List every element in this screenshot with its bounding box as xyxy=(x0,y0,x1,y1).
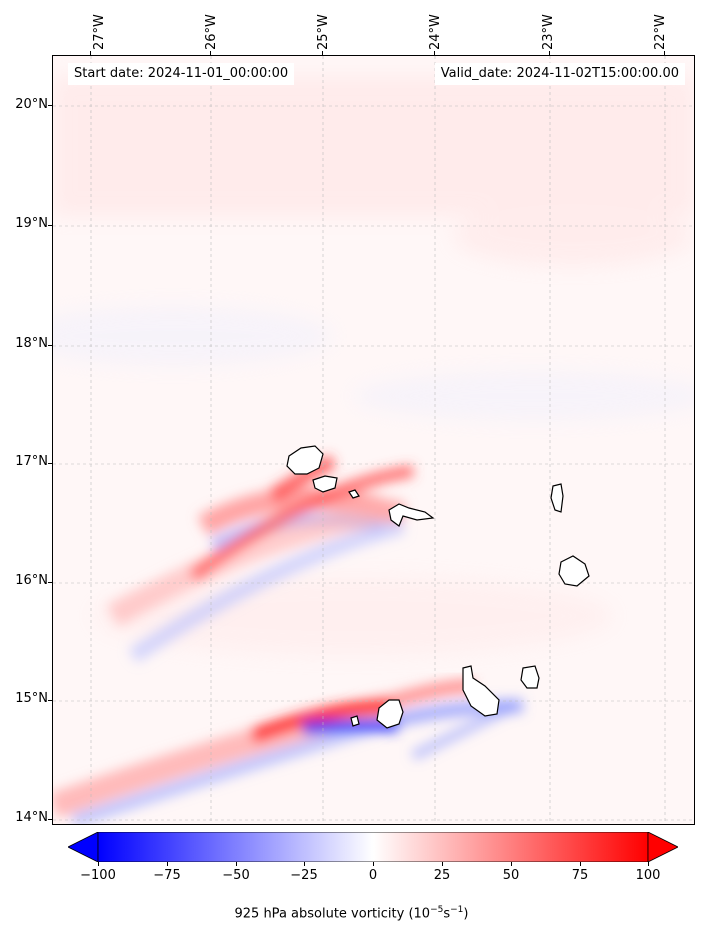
island-coastlines xyxy=(286,445,590,729)
lon-label-26w: 26°W xyxy=(204,14,219,50)
colorbar-tick-75: 75 xyxy=(571,868,589,883)
colorbar-tick-neg50: −50 xyxy=(222,868,250,883)
lat-label-18n: 18°N xyxy=(15,336,48,351)
colorbar-title: 925 hPa absolute vorticity (10−5s−1) xyxy=(234,905,469,922)
start-date-label: Start date: 2024-11-01_00:00:00 xyxy=(68,63,295,85)
lat-label-14n: 14°N xyxy=(15,810,48,825)
lat-label-16n: 16°N xyxy=(15,573,48,588)
colorbar-tick-0: 0 xyxy=(368,868,378,883)
lon-label-27w: 27°W xyxy=(92,14,107,50)
colorbar-tick-neg100: −100 xyxy=(80,868,116,883)
lat-label-15n: 15°N xyxy=(15,691,48,706)
colorbar-tick-100: 100 xyxy=(635,868,661,883)
lon-label-24w: 24°W xyxy=(428,14,443,50)
lon-label-25w: 25°W xyxy=(316,14,331,50)
lon-label-22w: 22°W xyxy=(653,14,668,50)
lat-label-20n: 20°N xyxy=(15,97,48,112)
lat-label-17n: 17°N xyxy=(15,454,48,469)
colorbar-tick-50: 50 xyxy=(502,868,520,883)
valid-date-label: Valid_date: 2024-11-02T15:00:00.00 xyxy=(434,63,685,85)
lon-label-23w: 23°W xyxy=(541,14,556,50)
colorbar xyxy=(68,832,678,862)
colorbar-tick-neg25: −25 xyxy=(290,868,318,883)
colorbar-tick-25: 25 xyxy=(433,868,451,883)
colorbar-tick-neg75: −75 xyxy=(153,868,181,883)
lat-label-19n: 19°N xyxy=(15,216,48,231)
map-plot-area xyxy=(52,55,695,825)
vorticity-field xyxy=(53,56,694,824)
